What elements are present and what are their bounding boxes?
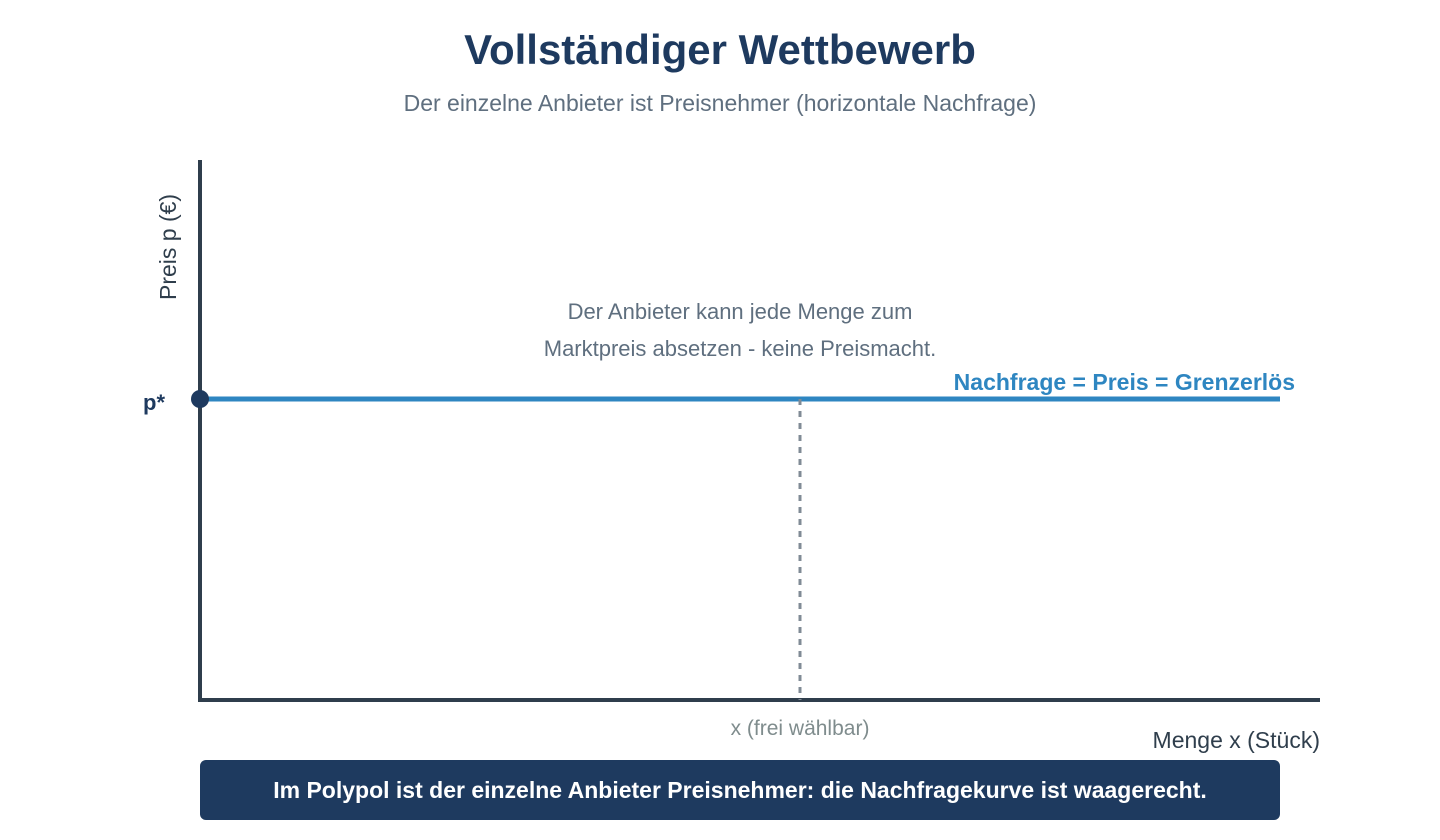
summary-banner: Im Polypol ist der einzelne Anbieter Pre… bbox=[200, 760, 1280, 820]
page-title: Vollständiger Wettbewerb bbox=[464, 26, 976, 73]
price-point bbox=[191, 390, 209, 408]
y-axis-label: Preis p (€) bbox=[155, 194, 181, 300]
x-axis-label: Menge x (Stück) bbox=[1153, 727, 1320, 753]
price-tick-label: p* bbox=[143, 390, 165, 415]
quantity-tick-label: x (frei wählbar) bbox=[731, 717, 870, 740]
annotation-line-1: Der Anbieter kann jede Menge zum bbox=[568, 299, 913, 324]
annotation-line-2: Marktpreis absetzen - keine Preismacht. bbox=[544, 336, 937, 361]
page-subtitle: Der einzelne Anbieter ist Preisnehmer (h… bbox=[403, 90, 1037, 116]
demand-curve-label: Nachfrage = Preis = Grenzerlös bbox=[954, 369, 1295, 395]
